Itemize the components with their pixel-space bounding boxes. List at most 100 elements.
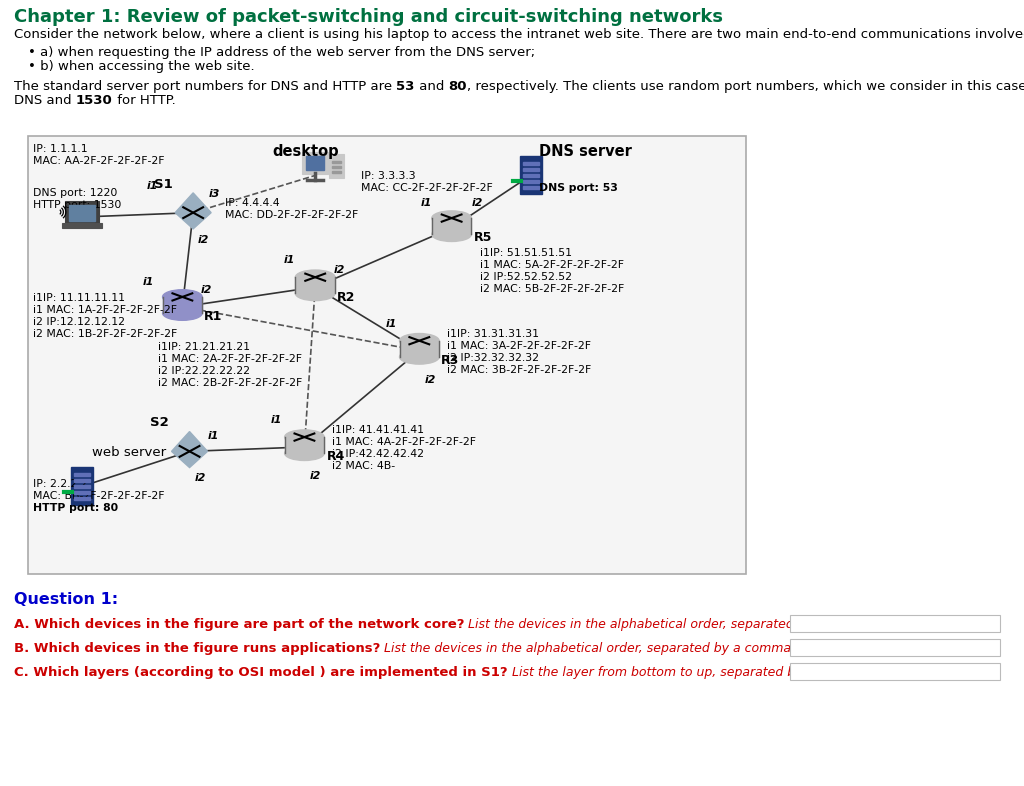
FancyBboxPatch shape [28,136,746,574]
Text: i1: i1 [420,198,432,208]
Text: C. Which layers (according to OSI model ) are implemented in S1?: C. Which layers (according to OSI model … [14,666,508,679]
Text: i2: i2 [309,471,321,481]
Text: i1: i1 [284,255,295,265]
Text: i2 MAC: 3B-2F-2F-2F-2F-2F: i2 MAC: 3B-2F-2F-2F-2F-2F [447,365,592,375]
FancyBboxPatch shape [522,168,539,171]
Text: i1IP: 11.11.11.11: i1IP: 11.11.11.11 [33,293,125,303]
Text: i1 MAC: 5A-2F-2F-2F-2F-2F: i1 MAC: 5A-2F-2F-2F-2F-2F [479,260,624,270]
Text: MAC: AA-2F-2F-2F-2F-2F: MAC: AA-2F-2F-2F-2F-2F [33,156,165,166]
Text: i2 IP:32.32.32.32: i2 IP:32.32.32.32 [447,353,540,362]
FancyBboxPatch shape [790,639,1000,656]
FancyBboxPatch shape [306,156,325,171]
Text: MAC: CC-2F-2F-2F-2F-2F: MAC: CC-2F-2F-2F-2F-2F [360,183,493,193]
Text: i1: i1 [208,432,219,442]
Text: IP: 3.3.3.3: IP: 3.3.3.3 [360,171,415,181]
Text: The standard server port numbers for DNS and HTTP are: The standard server port numbers for DNS… [14,80,396,93]
Text: MAC: DD-2F-2F-2F-2F-2F: MAC: DD-2F-2F-2F-2F-2F [225,210,358,220]
Text: i1IP: 51.51.51.51: i1IP: 51.51.51.51 [479,248,571,258]
Text: i2: i2 [198,235,210,244]
Text: i2 IP:22.22.22.22: i2 IP:22.22.22.22 [158,366,250,376]
Text: S2: S2 [151,417,169,429]
Text: i2 MAC: 4B-: i2 MAC: 4B- [333,461,395,471]
FancyBboxPatch shape [74,486,90,488]
FancyBboxPatch shape [790,663,1000,680]
Ellipse shape [163,290,202,304]
Text: i2 MAC: 1B-2F-2F-2F-2F-2F: i2 MAC: 1B-2F-2F-2F-2F-2F [33,329,177,339]
FancyBboxPatch shape [163,297,202,313]
Text: desktop: desktop [272,144,339,159]
Ellipse shape [399,350,439,364]
Text: i1: i1 [271,415,283,425]
Text: S1: S1 [154,178,172,191]
Text: R4: R4 [327,450,345,464]
FancyBboxPatch shape [522,186,539,189]
Ellipse shape [163,306,202,321]
FancyBboxPatch shape [302,152,329,174]
FancyBboxPatch shape [74,479,90,483]
Text: DNS port: 1220: DNS port: 1220 [33,188,118,198]
Text: i2 IP:42.42.42.42: i2 IP:42.42.42.42 [333,449,424,459]
FancyBboxPatch shape [522,174,539,178]
Text: i1IP: 31.31.31.31: i1IP: 31.31.31.31 [447,329,540,339]
Text: i2 MAC: 5B-2F-2F-2F-2F-2F: i2 MAC: 5B-2F-2F-2F-2F-2F [479,284,624,294]
Text: , respectively. The clients use random port numbers, which we consider in this c: , respectively. The clients use random p… [467,80,1024,93]
FancyBboxPatch shape [332,161,341,163]
Text: HTTP port: 1530: HTTP port: 1530 [33,200,122,210]
Ellipse shape [432,211,471,226]
Text: i2: i2 [201,285,212,295]
Text: i1: i1 [143,277,155,287]
Text: 1530: 1530 [76,94,113,107]
Ellipse shape [432,227,471,241]
Ellipse shape [295,286,335,300]
Text: i2: i2 [195,473,206,483]
Text: A. Which devices in the figure are part of the network core?: A. Which devices in the figure are part … [14,618,465,631]
FancyBboxPatch shape [295,277,335,293]
Text: i1 MAC: 3A-2F-2F-2F-2F-2F: i1 MAC: 3A-2F-2F-2F-2F-2F [447,340,591,351]
Text: i2 MAC: 2B-2F-2F-2F-2F-2F: i2 MAC: 2B-2F-2F-2F-2F-2F [158,378,302,388]
Ellipse shape [399,333,439,348]
Text: i2 IP:52.52.52.52: i2 IP:52.52.52.52 [479,272,571,282]
Text: DNS port: 53: DNS port: 53 [539,183,617,193]
Text: i1: i1 [146,181,158,191]
Text: R2: R2 [337,291,355,303]
Text: List the devices in the alphabetical order, separated by a comma: List the devices in the alphabetical ord… [380,642,792,655]
Ellipse shape [295,270,335,285]
Text: Consider the network below, where a client is using his laptop to access the int: Consider the network below, where a clie… [14,28,1024,41]
FancyBboxPatch shape [69,205,95,221]
Text: i2: i2 [424,375,435,384]
FancyBboxPatch shape [71,468,93,505]
Text: web server: web server [92,446,167,459]
FancyBboxPatch shape [519,156,542,194]
Text: i1 MAC: 4A-2F-2F-2F-2F-2F: i1 MAC: 4A-2F-2F-2F-2F-2F [333,437,476,447]
FancyBboxPatch shape [74,498,90,501]
Text: R3: R3 [441,354,460,367]
Text: i2: i2 [333,265,344,275]
Text: i1 MAC: 1A-2F-2F-2F-2F-2F: i1 MAC: 1A-2F-2F-2F-2F-2F [33,305,177,315]
Polygon shape [172,432,208,468]
Text: R5: R5 [474,232,492,244]
FancyBboxPatch shape [432,218,471,234]
Ellipse shape [285,430,325,444]
Text: B. Which devices in the figure runs applications?: B. Which devices in the figure runs appl… [14,642,380,655]
Text: i1 MAC: 2A-2F-2F-2F-2F-2F: i1 MAC: 2A-2F-2F-2F-2F-2F [158,354,302,364]
Text: i1: i1 [386,318,397,329]
Text: HTTP port: 80: HTTP port: 80 [33,503,118,513]
FancyBboxPatch shape [285,437,325,454]
Text: i3: i3 [209,189,220,199]
Text: DNS server: DNS server [539,144,632,159]
FancyBboxPatch shape [74,473,90,476]
Text: • a) when requesting the IP address of the web server from the DNS server;: • a) when requesting the IP address of t… [28,46,536,59]
FancyBboxPatch shape [399,340,439,357]
Text: List the layer from bottom to up, separated by a comma: List the layer from bottom to up, separa… [508,666,864,679]
Text: MAC: BB-2F-2F-2F-2F-2F: MAC: BB-2F-2F-2F-2F-2F [33,491,165,501]
Text: i1IP: 41.41.41.41: i1IP: 41.41.41.41 [333,425,424,435]
Text: for HTTP.: for HTTP. [113,94,175,107]
Text: IP: 2.2.2.2: IP: 2.2.2.2 [33,479,88,489]
Text: DNS and: DNS and [14,94,76,107]
Text: i2 IP:12.12.12.12: i2 IP:12.12.12.12 [33,317,125,327]
Polygon shape [175,193,211,229]
Text: • b) when accessing the web site.: • b) when accessing the web site. [28,60,255,73]
Text: R1: R1 [205,310,223,323]
FancyBboxPatch shape [74,491,90,494]
Text: 80: 80 [449,80,467,93]
